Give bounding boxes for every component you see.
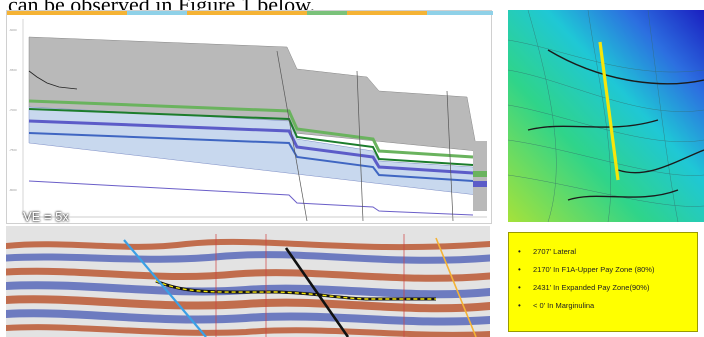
structure-map-graphic bbox=[508, 10, 704, 222]
well-stats-callout: 2707’ Lateral 2170’ In F1A-Upper Pay Zon… bbox=[508, 232, 698, 332]
cross-section-graphic: -6000 -6500 -7000 -7500 -8000 bbox=[7, 11, 493, 222]
stat-upper-pay-zone: 2170’ In F1A-Upper Pay Zone (80%) bbox=[515, 261, 691, 279]
svg-text:-7000: -7000 bbox=[9, 108, 17, 112]
stat-expanded-pay-zone: 2431’ In Expanded Pay Zone(90%) bbox=[515, 279, 691, 297]
stat-lateral-length: 2707’ Lateral bbox=[515, 243, 691, 261]
svg-text:-6500: -6500 bbox=[9, 68, 17, 72]
svg-text:-7500: -7500 bbox=[9, 148, 17, 152]
vertical-exaggeration-label: VE = 5x bbox=[23, 209, 69, 224]
cross-section-panel: -6000 -6500 -7000 -7500 -8000 VE = 5x bbox=[6, 10, 493, 224]
seismic-section-graphic bbox=[6, 226, 490, 337]
structure-map-panel bbox=[508, 10, 704, 222]
stat-marginulina: < 0’ In Marginulina bbox=[515, 297, 691, 315]
svg-text:-8000: -8000 bbox=[9, 188, 17, 192]
svg-text:-6000: -6000 bbox=[9, 28, 17, 32]
well-stats-list: 2707’ Lateral 2170’ In F1A-Upper Pay Zon… bbox=[515, 243, 691, 315]
seismic-section-panel bbox=[6, 226, 490, 337]
